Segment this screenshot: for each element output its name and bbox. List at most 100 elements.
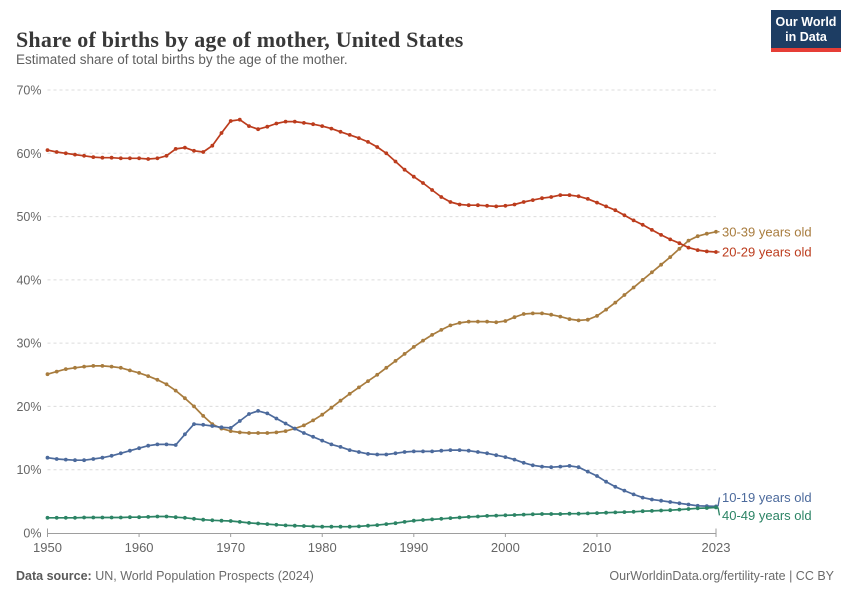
series-point [576,511,581,516]
series-point [411,518,416,523]
series-point [192,148,196,153]
series-point [540,464,544,469]
series-point [466,203,471,208]
series-point [686,502,691,507]
y-tick-label: 0% [23,527,41,541]
series-point [439,195,444,199]
series-point [393,159,398,164]
series-point [228,519,233,523]
series-point [82,364,86,369]
owid-logo-line1: Our World [775,15,837,29]
series-point [384,365,389,370]
y-tick-label: 40% [16,273,41,287]
series-30-39-years-old[interactable]: 30-39 years old [45,224,812,435]
series-point [485,203,489,208]
series-point [585,197,590,201]
series-point [127,448,132,453]
series-point [228,426,233,430]
series-40-49-years-old[interactable]: 40-49 years old [45,505,812,529]
series-point [274,430,279,435]
series-point [82,515,86,520]
series-point [63,367,68,371]
series-point [650,509,654,513]
series-point [476,203,480,208]
y-tick-label: 50% [16,210,41,224]
series-label[interactable]: 30-39 years old [722,224,812,239]
x-tick-label: 1970 [216,540,245,555]
series-point [201,422,206,427]
series-point [100,155,105,160]
series-point [393,359,398,363]
series-line[interactable] [47,410,717,508]
series-line[interactable] [47,118,717,253]
series-point [82,153,86,158]
series-point [155,377,160,382]
series-label-connector [717,497,721,507]
series-point [476,450,480,454]
series-point [704,506,709,510]
owid-logo[interactable]: Our World in Data [771,10,841,52]
series-point [256,127,260,132]
series-point [411,174,416,179]
series-point [256,521,260,526]
series-point [402,167,407,172]
series-point [283,523,288,528]
series-point [384,151,389,156]
series-point [585,511,590,516]
owid-logo-line2: in Data [785,29,827,44]
y-tick-label: 20% [16,400,41,414]
series-point [466,448,471,453]
series-point [292,119,297,124]
series-point [567,511,572,516]
series-point [274,416,279,421]
chart-canvas[interactable]: 0%10%20%30%40%50%60%70%1950 1960 1970 1980 1… [0,80,850,562]
series-label[interactable]: 10-19 years old [722,490,812,505]
series-point [146,515,151,519]
series-point [109,155,114,160]
series-point [366,379,370,383]
license-link[interactable]: OurWorldinData.org/fertility-rate | CC B… [609,569,834,583]
chart-footer: Data source: UN, World Population Prospe… [16,569,834,583]
series-point [650,497,654,502]
series-point [237,419,242,423]
series-point [366,452,370,456]
series-point [320,524,325,529]
series-point [521,312,526,316]
series-point [448,323,453,328]
series-point [247,124,251,128]
series-point [347,524,352,529]
series-point [457,321,462,325]
series-point [347,391,352,396]
series-line[interactable] [47,230,717,434]
series-point [622,293,627,297]
series-label[interactable]: 20-29 years old [722,245,812,260]
series-point [613,300,618,305]
series-point [402,520,407,524]
series-10-19-years-old[interactable]: 10-19 years old [45,409,812,509]
series-point [311,434,315,439]
series-point [357,524,361,529]
series-point [576,194,581,199]
series-point [164,442,169,447]
series-point [357,385,361,390]
series-point [173,147,178,151]
series-point [393,451,398,456]
series-point [558,193,563,198]
series-point [45,455,50,460]
series-point [549,312,554,317]
series-point [375,145,380,149]
series-label[interactable]: 40-49 years old [722,508,812,523]
series-point [320,124,325,128]
series-point [540,196,544,201]
series-point [494,513,499,518]
series-point [613,208,618,213]
series-point [530,198,535,203]
series-point [430,333,434,337]
series-point [137,156,142,161]
series-20-29-years-old[interactable]: 20-29 years old [45,117,812,260]
series-point [256,409,260,413]
series-point [91,155,96,160]
series-point [631,218,636,223]
x-tick-label: 1990 [399,540,428,555]
